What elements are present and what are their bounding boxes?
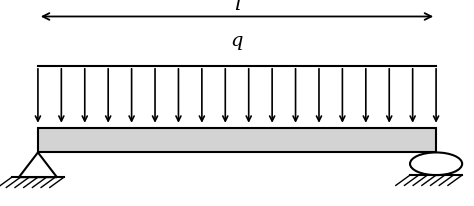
Text: q: q [231,32,243,50]
Bar [38,128,436,152]
Text: l: l [234,0,240,14]
